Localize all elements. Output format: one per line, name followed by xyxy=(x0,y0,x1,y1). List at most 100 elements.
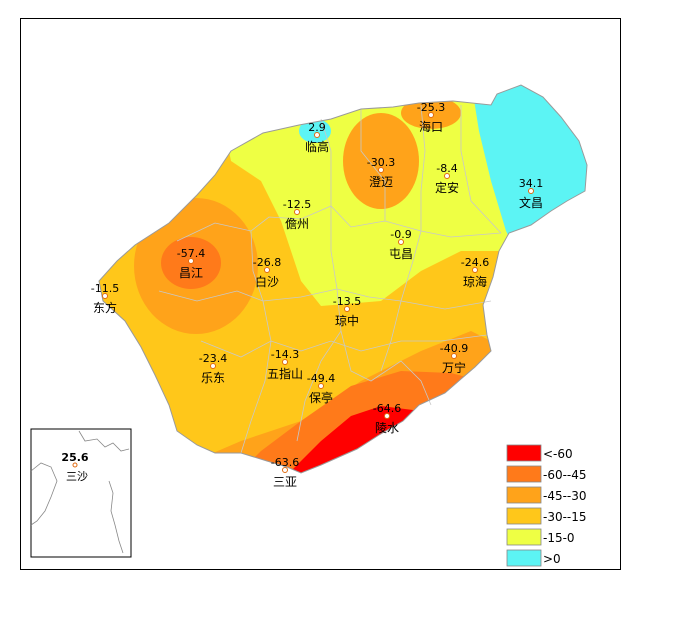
station-marker xyxy=(282,359,288,365)
legend-item: <-60 xyxy=(506,444,573,462)
station-name: 东方 xyxy=(93,300,117,315)
station-tunchang: -0.9 屯昌 xyxy=(389,228,413,261)
map-svg: -25.3 海口 2.9 临高 -30.3 澄迈 -8.4 定安 34.1 文昌… xyxy=(30,84,588,567)
station-name: 临高 xyxy=(305,139,329,154)
legend-item: >0 xyxy=(506,549,561,567)
legend-swatch xyxy=(506,549,542,567)
station-marker xyxy=(210,363,216,369)
station-haikou: -25.3 海口 xyxy=(417,101,445,134)
legend-item: -30--15 xyxy=(506,507,587,525)
station-qionghai: -24.6 琼海 xyxy=(461,256,489,289)
station-baisha: -26.8 白沙 xyxy=(253,256,281,289)
station-name: 五指山 xyxy=(267,366,303,381)
legend-label: -60--45 xyxy=(543,468,587,482)
station-marker xyxy=(444,173,450,179)
station-wenchang: 34.1 文昌 xyxy=(519,177,544,210)
station-marker xyxy=(378,167,384,173)
legend-swatch xyxy=(506,486,542,504)
station-marker xyxy=(528,188,534,194)
inset-map: 25.6 三沙 xyxy=(30,428,132,558)
station-name: 万宁 xyxy=(442,360,466,375)
station-value: -24.6 xyxy=(461,256,489,269)
station-value: 2.9 xyxy=(308,121,326,134)
legend-label: -45--30 xyxy=(543,489,587,503)
station-baoting: -49.4 保亭 xyxy=(307,372,335,405)
station-marker xyxy=(428,112,434,118)
legend-swatch xyxy=(506,528,542,546)
station-value: 34.1 xyxy=(519,177,544,190)
station-value: -49.4 xyxy=(307,372,335,385)
station-name: 海口 xyxy=(419,119,443,134)
legend-label: <-60 xyxy=(543,447,573,461)
station-value: -63.6 xyxy=(271,456,299,469)
island-coastline xyxy=(98,84,588,474)
station-value: -23.4 xyxy=(199,352,227,365)
station-name: 昌江 xyxy=(179,266,203,280)
station-danzhou: -12.5 儋州 xyxy=(283,198,311,231)
station-lingao: 2.9 临高 xyxy=(305,121,329,154)
station-name: 三亚 xyxy=(273,475,297,489)
station-value: -14.3 xyxy=(271,348,299,361)
station-marker xyxy=(451,353,457,359)
station-value: -40.9 xyxy=(440,342,468,355)
legend-swatch xyxy=(506,444,542,462)
station-value: -8.4 xyxy=(436,162,457,175)
station-dingan: -8.4 定安 xyxy=(435,162,459,195)
station-marker xyxy=(318,383,324,389)
legend-label: -15-0 xyxy=(543,531,575,545)
station-name: 文昌 xyxy=(519,195,543,210)
station-wuzhishan: -14.3 五指山 xyxy=(267,348,303,381)
county-boundaries xyxy=(158,104,502,454)
inset-name: 三沙 xyxy=(66,470,88,483)
inset-coast-mainland xyxy=(30,462,58,526)
station-name: 澄迈 xyxy=(369,174,393,189)
station-ledong: -23.4 乐东 xyxy=(199,352,227,385)
station-marker xyxy=(398,239,404,245)
inset-coast-east xyxy=(108,480,124,554)
legend: <-60 -60--45 -45--30 -30--15 -15-0 >0 xyxy=(506,444,587,567)
station-value: -64.6 xyxy=(373,402,401,415)
station-value: -57.4 xyxy=(177,247,205,260)
station-value: -26.8 xyxy=(253,256,281,269)
legend-label: >0 xyxy=(543,552,561,566)
station-marker xyxy=(282,467,288,473)
station-chengmai: -30.3 澄迈 xyxy=(367,156,395,189)
station-value: -11.5 xyxy=(91,282,119,295)
contour-lingshui-sanya xyxy=(281,406,431,473)
station-name: 屯昌 xyxy=(389,247,413,261)
station-name: 琼中 xyxy=(335,313,359,328)
station-name: 保亭 xyxy=(309,390,333,405)
map-frame: -25.3 海口 2.9 临高 -30.3 澄迈 -8.4 定安 34.1 文昌… xyxy=(20,18,621,570)
station-name: 琼海 xyxy=(463,274,487,289)
station-lingshui: -64.6 陵水 xyxy=(373,402,401,435)
station-marker xyxy=(294,209,300,215)
station-name: 儋州 xyxy=(285,217,309,231)
station-marker xyxy=(264,267,270,273)
station-changjiang: -57.4 昌江 xyxy=(177,247,205,280)
station-value: -12.5 xyxy=(283,198,311,211)
station-name: 陵水 xyxy=(375,421,399,435)
station-marker xyxy=(344,306,350,312)
station-marker xyxy=(314,132,320,138)
inset-value: 25.6 xyxy=(61,451,88,464)
inset-coast-north xyxy=(78,430,130,452)
legend-swatch xyxy=(506,507,542,525)
station-dongfang: -11.5 东方 xyxy=(91,282,119,315)
station-name: 定安 xyxy=(435,180,459,195)
station-qiongzhong: -13.5 琼中 xyxy=(333,295,361,328)
station-marker xyxy=(188,258,194,264)
station-marker xyxy=(472,267,478,273)
station-marker xyxy=(384,413,390,419)
station-name: 乐东 xyxy=(201,371,225,385)
station-value: -30.3 xyxy=(367,156,395,169)
legend-item: -45--30 xyxy=(506,486,587,504)
legend-item: -15-0 xyxy=(506,528,575,546)
contour-chengmai xyxy=(343,113,419,209)
station-value: -25.3 xyxy=(417,101,445,114)
inset-marker xyxy=(72,462,78,468)
station-sanya: -63.6 三亚 xyxy=(271,456,299,489)
legend-swatch xyxy=(506,465,542,483)
station-value: -13.5 xyxy=(333,295,361,308)
stations-layer: -25.3 海口 2.9 临高 -30.3 澄迈 -8.4 定安 34.1 文昌… xyxy=(91,101,543,489)
legend-item: -60--45 xyxy=(506,465,587,483)
